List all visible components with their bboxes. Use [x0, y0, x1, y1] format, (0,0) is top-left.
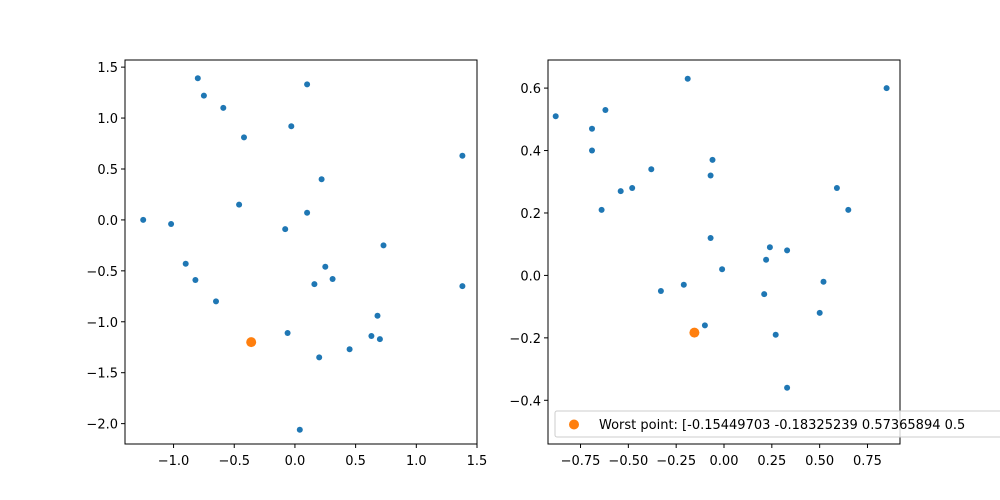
axes-frame	[547, 59, 901, 445]
data-point	[192, 277, 199, 283]
data-point	[284, 330, 291, 336]
y-tick-label: −2.0	[86, 418, 118, 433]
x-tick-label: −0.75	[561, 454, 601, 469]
data-point	[376, 336, 383, 343]
y-tick-label: 0.5	[97, 163, 118, 178]
data-point	[374, 312, 381, 319]
data-point	[311, 281, 318, 288]
y-tick-label: 0.4	[520, 145, 541, 160]
axes-frame	[124, 59, 478, 445]
y-tick-label: −0.5	[86, 265, 118, 280]
x-tick-label: 0.50	[805, 454, 834, 469]
data-point	[761, 291, 768, 298]
x-tick-label: 0.5	[345, 454, 366, 469]
data-point	[763, 256, 770, 263]
x-tick-label: 0.25	[757, 454, 786, 469]
y-tick-label: −0.2	[509, 332, 541, 347]
data-point	[182, 260, 189, 267]
data-point	[304, 81, 311, 88]
data-point	[833, 185, 840, 191]
x-tick-label: −0.50	[608, 454, 648, 469]
data-point	[784, 247, 791, 254]
worst-point-marker	[689, 327, 700, 338]
data-point	[552, 113, 559, 120]
y-tick-label: −0.4	[509, 394, 541, 409]
y-tick-label: −1.5	[86, 367, 118, 382]
y-tick-label: 0.2	[520, 207, 541, 222]
data-point	[368, 333, 375, 339]
data-point	[236, 201, 243, 208]
data-point	[241, 134, 247, 141]
data-point	[380, 242, 387, 249]
x-tick-label: −1.0	[158, 454, 190, 469]
data-point	[657, 288, 664, 294]
data-point	[296, 426, 303, 433]
data-point	[318, 176, 325, 183]
data-point	[602, 107, 609, 113]
data-point	[598, 206, 605, 213]
data-point	[629, 185, 636, 191]
data-point	[883, 85, 890, 92]
data-point	[816, 309, 823, 316]
data-point	[200, 92, 207, 99]
x-tick-label: 1.5	[467, 454, 488, 469]
data-point	[322, 263, 329, 270]
data-point	[346, 346, 353, 353]
x-tick-label: 1.0	[406, 454, 427, 469]
data-point	[766, 244, 773, 251]
data-point	[719, 266, 726, 273]
y-tick-label: 1.5	[97, 61, 118, 76]
data-point	[589, 125, 595, 132]
data-point	[707, 172, 714, 179]
data-point	[684, 75, 691, 82]
data-point	[648, 166, 655, 173]
worst-point-marker	[246, 337, 257, 348]
data-point	[316, 354, 323, 361]
data-point	[820, 278, 827, 285]
data-point	[709, 156, 716, 163]
data-point	[140, 216, 147, 223]
legend-marker	[569, 419, 579, 430]
x-tick-label: 0.00	[710, 454, 739, 469]
y-tick-label: −1.0	[86, 316, 118, 331]
data-point	[459, 152, 466, 159]
x-tick-label: −0.5	[218, 454, 250, 469]
data-point	[784, 384, 791, 391]
data-point	[194, 75, 201, 82]
left-scatter-plot: −1.0 −0.5 0.0 0.5 1.0 1.5 −2.0 −1.5 −1.0 −0.5 0.0 0…	[86, 59, 488, 469]
x-tick-label: 0.0	[285, 454, 306, 469]
data-point	[772, 331, 779, 338]
x-tick-label: 0.75	[853, 454, 882, 469]
y-tick-label: 1.0	[97, 112, 118, 127]
data-point	[282, 226, 289, 233]
legend-label: Worst point: [-0.15449703 -0.18325239 0.…	[599, 418, 965, 433]
data-point	[617, 188, 624, 195]
data-point	[701, 322, 708, 329]
data-point	[168, 221, 175, 227]
data-point	[589, 147, 595, 154]
y-tick-label: 0.6	[520, 82, 541, 97]
legend: Worst point: [-0.15449703 -0.18325239 0.…	[554, 410, 1000, 438]
data-point	[220, 104, 227, 111]
data-point	[304, 209, 311, 216]
data-point	[845, 206, 852, 213]
data-point	[213, 298, 219, 305]
data-point	[459, 283, 466, 290]
data-point	[707, 235, 714, 241]
data-point	[329, 276, 336, 282]
legend-box	[554, 410, 1000, 438]
y-tick-label: 0.0	[97, 214, 118, 229]
data-point	[288, 123, 295, 130]
data-point	[680, 281, 687, 288]
x-tick-label: −0.25	[656, 454, 696, 469]
y-tick-label: 0.0	[520, 269, 541, 284]
right-scatter-plot: −0.75 −0.50 −0.25 0.00 0.25 0.50 0.75 −0.4 −0.2 0…	[509, 59, 1000, 469]
